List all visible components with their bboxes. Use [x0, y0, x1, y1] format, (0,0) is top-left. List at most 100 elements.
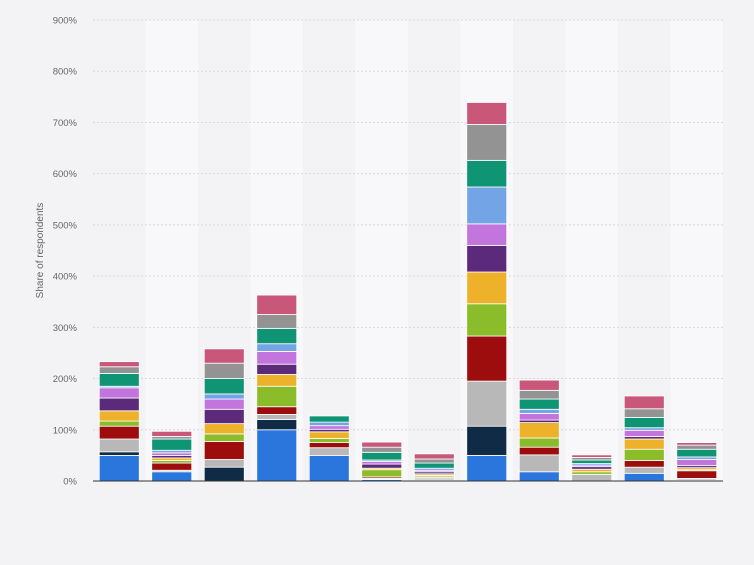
bar-segment[interactable]: [518, 398, 560, 410]
bar-segment[interactable]: [518, 408, 560, 414]
bar-segment[interactable]: [676, 470, 718, 479]
bar-segment[interactable]: [361, 469, 403, 478]
bar-segment[interactable]: [676, 442, 718, 446]
bar-segment[interactable]: [256, 351, 298, 365]
bar-stack[interactable]: [518, 379, 560, 482]
bar-segment[interactable]: [308, 454, 350, 482]
bar-segment[interactable]: [151, 462, 193, 471]
bar-stack[interactable]: [413, 453, 455, 482]
bar-segment[interactable]: [623, 408, 665, 418]
bar-segment[interactable]: [623, 472, 665, 482]
bar-segment[interactable]: [518, 446, 560, 456]
bar-stack[interactable]: [571, 454, 613, 482]
bar-segment[interactable]: [98, 438, 140, 453]
bar-segment[interactable]: [466, 102, 508, 125]
bar-segment[interactable]: [203, 362, 245, 379]
bar-segment[interactable]: [256, 429, 298, 482]
bar-segment[interactable]: [413, 462, 455, 469]
bar-segment[interactable]: [203, 348, 245, 364]
bar-segment[interactable]: [518, 471, 560, 482]
bar-segment[interactable]: [676, 459, 718, 467]
bar-segment[interactable]: [98, 410, 140, 422]
bar-segment[interactable]: [203, 398, 245, 410]
bar-segment[interactable]: [466, 303, 508, 337]
bar-segment[interactable]: [203, 441, 245, 460]
bar-segment[interactable]: [413, 458, 455, 464]
bar-segment[interactable]: [466, 159, 508, 188]
bar-segment[interactable]: [623, 417, 665, 429]
bar-segment[interactable]: [98, 420, 140, 427]
bar-segment[interactable]: [308, 431, 350, 439]
bar-segment[interactable]: [466, 244, 508, 273]
bar-segment[interactable]: [466, 223, 508, 246]
bar-segment[interactable]: [203, 423, 245, 435]
bar-segment[interactable]: [203, 408, 245, 425]
bar-segment[interactable]: [203, 393, 245, 400]
bar-segment[interactable]: [518, 379, 560, 391]
bar-segment[interactable]: [571, 473, 613, 482]
bar-segment[interactable]: [203, 459, 245, 468]
bar-segment[interactable]: [361, 441, 403, 448]
bar-stack[interactable]: [676, 442, 718, 482]
bar-segment[interactable]: [98, 454, 140, 482]
bar-segment[interactable]: [256, 314, 298, 329]
bar-stack[interactable]: [361, 441, 403, 482]
bar-stack[interactable]: [623, 395, 665, 482]
bar-segment[interactable]: [308, 415, 350, 423]
bar-segment[interactable]: [571, 454, 613, 458]
bar-segment[interactable]: [466, 124, 508, 161]
bar-segment[interactable]: [466, 454, 508, 482]
bar-segment[interactable]: [308, 425, 350, 430]
bar-segment[interactable]: [623, 448, 665, 461]
bar-segment[interactable]: [256, 363, 298, 375]
bar-segment[interactable]: [308, 438, 350, 443]
bar-segment[interactable]: [256, 414, 298, 420]
bar-segment[interactable]: [308, 447, 350, 456]
bar-segment[interactable]: [203, 466, 245, 482]
bar-segment[interactable]: [98, 366, 140, 374]
bar-segment[interactable]: [623, 466, 665, 474]
bar-segment[interactable]: [518, 389, 560, 400]
bar-segment[interactable]: [98, 425, 140, 440]
bar-segment[interactable]: [518, 437, 560, 448]
bar-segment[interactable]: [466, 380, 508, 427]
bar-segment[interactable]: [256, 294, 298, 315]
bar-segment[interactable]: [256, 343, 298, 352]
bar-segment[interactable]: [623, 429, 665, 437]
bar-segment[interactable]: [518, 454, 560, 473]
bar-segment[interactable]: [676, 448, 718, 458]
bar-segment[interactable]: [361, 463, 403, 469]
bar-segment[interactable]: [98, 387, 140, 399]
bar-segment[interactable]: [413, 453, 455, 460]
bar-segment[interactable]: [151, 471, 193, 482]
bar-segment[interactable]: [203, 433, 245, 442]
bar-segment[interactable]: [256, 419, 298, 431]
bar-stack[interactable]: [203, 348, 245, 482]
bar-segment[interactable]: [466, 271, 508, 305]
bar-segment[interactable]: [571, 459, 613, 464]
bar-stack[interactable]: [466, 102, 508, 482]
bar-segment[interactable]: [256, 374, 298, 387]
bar-stack[interactable]: [308, 415, 350, 482]
bar-segment[interactable]: [466, 186, 508, 225]
bar-segment[interactable]: [308, 442, 350, 449]
bar-segment[interactable]: [361, 451, 403, 461]
bar-segment[interactable]: [466, 335, 508, 382]
bar-stack[interactable]: [256, 294, 298, 482]
bar-segment[interactable]: [308, 421, 350, 427]
bar-segment[interactable]: [98, 361, 140, 368]
bar-segment[interactable]: [518, 422, 560, 439]
bar-stack[interactable]: [151, 430, 193, 482]
bar-segment[interactable]: [466, 425, 508, 456]
bar-segment[interactable]: [151, 430, 193, 437]
bar-segment[interactable]: [623, 395, 665, 410]
bar-segment[interactable]: [256, 385, 298, 408]
bar-segment[interactable]: [518, 412, 560, 421]
bar-segment[interactable]: [98, 373, 140, 387]
bar-segment[interactable]: [623, 438, 665, 450]
bar-segment[interactable]: [676, 444, 718, 450]
bar-segment[interactable]: [623, 460, 665, 468]
bar-stack[interactable]: [98, 361, 140, 482]
bar-segment[interactable]: [256, 406, 298, 415]
bar-segment[interactable]: [361, 446, 403, 453]
